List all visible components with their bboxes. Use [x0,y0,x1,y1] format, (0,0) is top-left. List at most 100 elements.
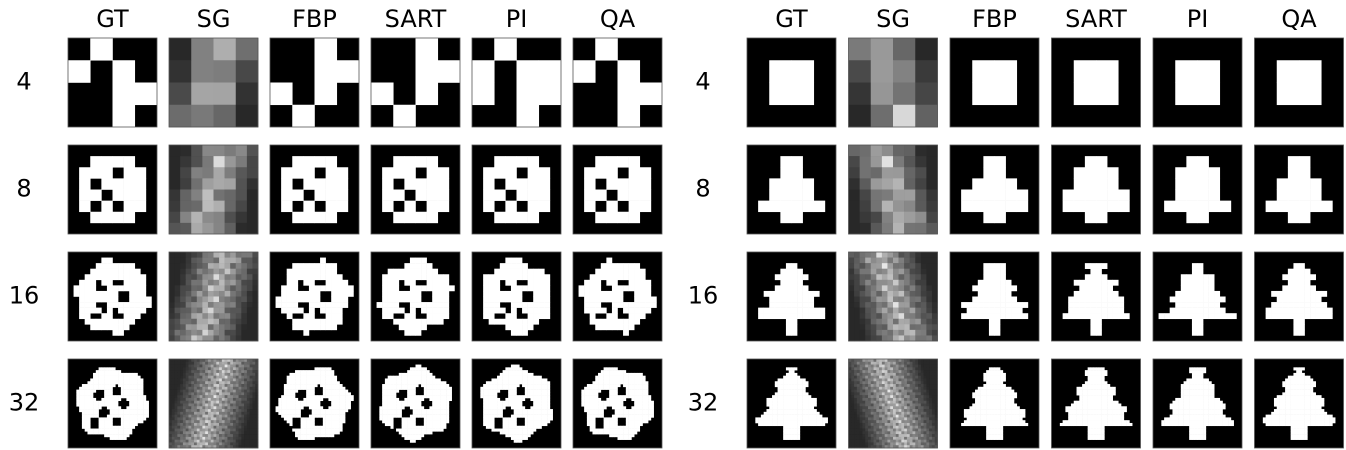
pixel [893,252,899,258]
pixel [230,429,233,432]
pixel [413,376,416,379]
pixel [418,365,421,368]
pixel [500,384,503,387]
pixel [517,409,520,412]
pixel [211,365,214,368]
pixel [637,409,640,412]
pixel [410,313,416,319]
pixel [511,429,514,432]
pixel [138,409,141,412]
pixel [244,437,247,440]
pixel [118,319,124,325]
pixel [191,319,197,325]
pixel [769,302,775,308]
pixel [511,280,517,286]
pixel [645,404,648,407]
pixel [194,392,197,395]
pixel [449,398,452,401]
pixel [138,401,141,404]
pixel [808,297,814,303]
pixel [334,378,337,381]
pixel [334,412,337,415]
pixel [337,201,348,212]
pixel [432,401,435,404]
pixel [899,252,905,258]
pixel [382,274,388,280]
pixel [107,404,110,407]
pixel [494,401,497,404]
pixel [205,426,208,429]
pixel [612,423,615,426]
pixel [337,319,343,325]
pixel [82,387,85,390]
pixel [298,373,301,376]
pixel [323,434,326,437]
pixel [82,409,85,412]
pixel [101,319,107,325]
pixel [528,392,531,395]
pixel [921,330,927,336]
pixel [500,404,503,407]
pixel [301,404,304,407]
pixel [629,429,632,432]
pixel [214,285,220,291]
pixel [101,429,104,432]
pixel [87,406,90,409]
pixel [514,420,517,423]
pixel [191,285,197,291]
pixel [219,412,222,415]
pixel [1175,60,1198,83]
pixel [79,308,85,314]
pixel [634,384,637,387]
pixel [289,409,292,412]
image-cell [1153,38,1242,127]
pixel [601,412,604,415]
pixel [172,431,175,434]
pixel [241,302,247,308]
pixel [202,406,205,409]
pixel [511,378,514,381]
pixel [814,291,820,297]
pixel [331,398,334,401]
pixel [865,263,871,269]
pixel [320,398,323,401]
pixel [188,378,191,381]
pixel [612,285,618,291]
pixel [76,390,79,393]
pixel [402,387,405,390]
pixel [618,302,624,308]
pixel [247,365,250,368]
pixel [584,387,587,390]
pixel [214,258,220,264]
pixel [124,178,135,189]
pixel [612,390,615,393]
pixel [500,429,503,432]
pixel [519,401,522,404]
pixel [180,431,183,434]
pixel [629,381,632,384]
pixel [525,387,528,390]
pixel [180,145,191,156]
pixel [194,378,197,381]
pixel [292,404,295,407]
pixel [637,378,640,381]
pixel [252,431,255,434]
pixel [292,378,295,381]
column-header: FBP [292,5,337,33]
pixel [399,378,402,381]
pixel [528,390,531,393]
pixel [396,415,399,418]
pixel [618,324,624,330]
pixel [295,404,298,407]
pixel [399,401,402,404]
pixel [214,404,217,407]
pixel [486,426,489,429]
pixel [104,431,107,434]
pixel [115,378,118,381]
pixel [511,415,514,418]
pixel [197,280,203,286]
pixel [85,401,88,404]
pixel [113,376,116,379]
pixel [435,390,438,393]
pixel [205,409,208,412]
